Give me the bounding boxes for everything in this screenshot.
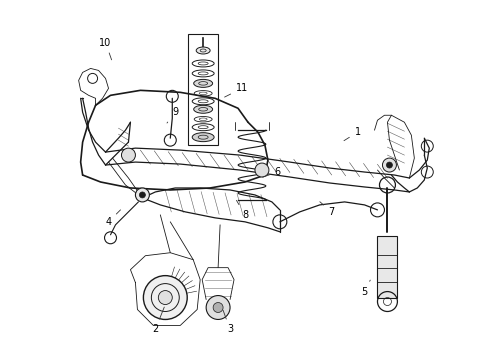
Circle shape: [158, 291, 172, 305]
Text: 10: 10: [99, 37, 112, 60]
Circle shape: [140, 192, 146, 198]
Text: 9: 9: [167, 107, 178, 123]
Text: 7: 7: [320, 202, 335, 217]
Circle shape: [122, 148, 135, 162]
Circle shape: [213, 302, 223, 312]
Text: 5: 5: [362, 280, 370, 297]
Text: 4: 4: [105, 210, 121, 227]
Text: 11: 11: [224, 84, 248, 97]
Bar: [188, 33, 218, 145]
Text: 8: 8: [237, 200, 248, 220]
Text: 6: 6: [263, 167, 281, 177]
Circle shape: [255, 163, 269, 177]
Circle shape: [206, 296, 230, 319]
Circle shape: [135, 188, 149, 202]
Circle shape: [144, 276, 187, 319]
Text: 1: 1: [344, 127, 361, 141]
Text: 2: 2: [152, 307, 164, 334]
Circle shape: [383, 158, 396, 172]
Ellipse shape: [194, 80, 213, 87]
Ellipse shape: [194, 105, 213, 113]
Circle shape: [387, 162, 392, 168]
Ellipse shape: [196, 47, 210, 54]
Bar: [377, 236, 397, 298]
Circle shape: [88, 73, 98, 84]
Text: 3: 3: [223, 310, 233, 334]
Ellipse shape: [192, 133, 214, 141]
